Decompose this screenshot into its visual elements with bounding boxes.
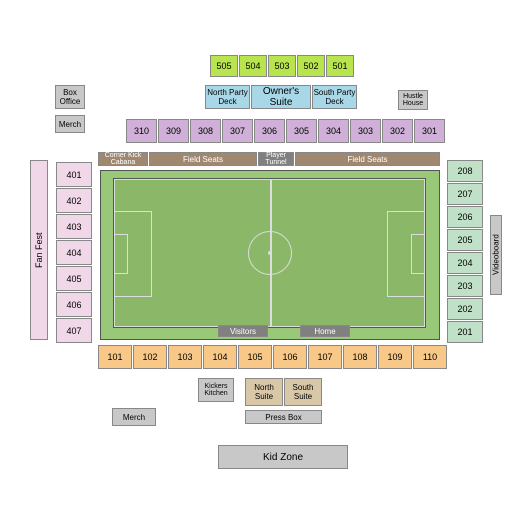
section-401[interactable]: 401: [56, 162, 92, 187]
section-205[interactable]: 205: [447, 229, 483, 251]
south-suite[interactable]: South Suite: [284, 378, 322, 406]
section-107[interactable]: 107: [308, 345, 342, 369]
section-203[interactable]: 203: [447, 275, 483, 297]
section-110[interactable]: 110: [413, 345, 447, 369]
section-407[interactable]: 407: [56, 318, 92, 343]
section-105[interactable]: 105: [238, 345, 272, 369]
home-bench: Home: [300, 325, 350, 337]
section-204[interactable]: 204: [447, 252, 483, 274]
section-501[interactable]: 501: [326, 55, 354, 77]
section-307[interactable]: 307: [222, 119, 253, 143]
section-403[interactable]: 403: [56, 214, 92, 239]
section-405[interactable]: 405: [56, 266, 92, 291]
corner-kick-cabana[interactable]: Corner Kick Cabana: [98, 152, 148, 166]
section-201[interactable]: 201: [447, 321, 483, 343]
section-102[interactable]: 102: [133, 345, 167, 369]
section-202[interactable]: 202: [447, 298, 483, 320]
soccer-field: [113, 178, 426, 328]
section-303[interactable]: 303: [350, 119, 381, 143]
section-109[interactable]: 109: [378, 345, 412, 369]
section-504[interactable]: 504: [239, 55, 267, 77]
section-208[interactable]: 208: [447, 160, 483, 182]
north-suite[interactable]: North Suite: [245, 378, 283, 406]
section-302[interactable]: 302: [382, 119, 413, 143]
section-308[interactable]: 308: [190, 119, 221, 143]
section-206[interactable]: 206: [447, 206, 483, 228]
merch-bottom: Merch: [112, 408, 156, 426]
kickers-kitchen: Kickers Kitchen: [198, 378, 234, 402]
section-402[interactable]: 402: [56, 188, 92, 213]
south-party-deck[interactable]: South Party Deck: [312, 85, 357, 109]
section-304[interactable]: 304: [318, 119, 349, 143]
videoboard: Videoboard: [490, 215, 502, 295]
section-502[interactable]: 502: [297, 55, 325, 77]
press-box: Press Box: [245, 410, 322, 424]
section-306[interactable]: 306: [254, 119, 285, 143]
player-tunnel: Player Tunnel: [258, 152, 294, 166]
kid-zone: Kid Zone: [218, 445, 348, 469]
section-103[interactable]: 103: [168, 345, 202, 369]
field-seats-2[interactable]: Field Seats: [295, 152, 440, 166]
section-108[interactable]: 108: [343, 345, 377, 369]
section-406[interactable]: 406: [56, 292, 92, 317]
section-207[interactable]: 207: [447, 183, 483, 205]
section-404[interactable]: 404: [56, 240, 92, 265]
section-104[interactable]: 104: [203, 345, 237, 369]
box-office: Box Office: [55, 85, 85, 109]
section-106[interactable]: 106: [273, 345, 307, 369]
section-305[interactable]: 305: [286, 119, 317, 143]
north-party-deck[interactable]: North Party Deck: [205, 85, 250, 109]
stadium-map: 505 504 503 502 501 Box Office Merch Nor…: [0, 0, 525, 525]
field-seats-1[interactable]: Field Seats: [149, 152, 257, 166]
fan-fest: Fan Fest: [30, 160, 48, 340]
section-505[interactable]: 505: [210, 55, 238, 77]
merch-top: Merch: [55, 115, 85, 133]
section-301[interactable]: 301: [414, 119, 445, 143]
visitors-bench: Visitors: [218, 325, 268, 337]
owners-suite[interactable]: Owner's Suite: [251, 85, 311, 109]
section-101[interactable]: 101: [98, 345, 132, 369]
section-503[interactable]: 503: [268, 55, 296, 77]
section-309[interactable]: 309: [158, 119, 189, 143]
hustle-house: Hustle House: [398, 90, 428, 110]
section-310[interactable]: 310: [126, 119, 157, 143]
